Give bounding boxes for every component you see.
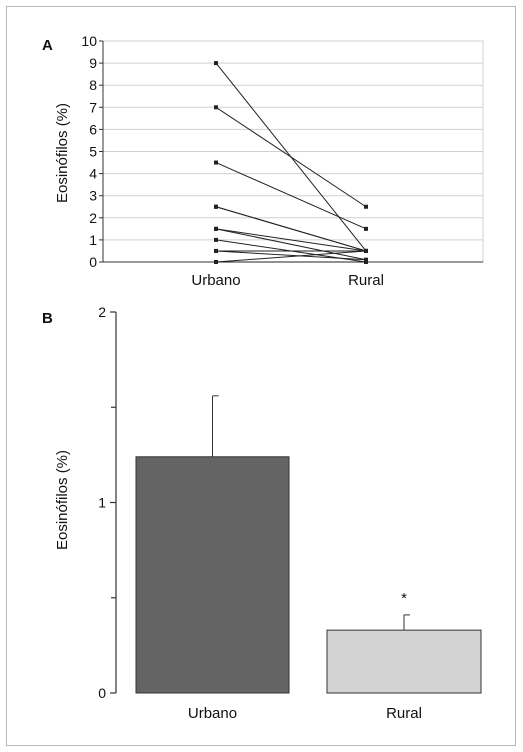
panel-a-rural-point xyxy=(364,260,368,264)
panel-a-y-tick-label: 1 xyxy=(89,232,97,248)
bar-rural xyxy=(326,629,482,694)
panel-a-label: A xyxy=(42,37,53,54)
panel-a-y-tick-label: 9 xyxy=(89,55,97,71)
panel-b-y-axis: 0 1 2 xyxy=(98,304,117,701)
panel-a-subject-line xyxy=(215,228,367,252)
panel-a-urbano-point xyxy=(214,204,218,209)
panel-b-significance-mark: * xyxy=(401,590,407,607)
panel-a-urbano-point xyxy=(214,160,218,165)
panel-a-gridlines xyxy=(102,40,484,263)
panel-a-urbano-point xyxy=(214,105,218,110)
panel-a-urbano-point xyxy=(214,226,218,231)
panel-a-y-axis-label: Eosinófilos (%) xyxy=(54,103,71,203)
panel-b-y-tick-label: 0 xyxy=(98,685,106,701)
panel-b-x-tick-label: Urbano xyxy=(188,705,237,722)
panel-b-error-bars xyxy=(212,395,410,631)
panel-b-label: B xyxy=(42,310,53,327)
panel-a-y-tick-label: 8 xyxy=(89,77,97,93)
panel-a-urbano-point xyxy=(214,248,218,253)
panel-a-subject-line xyxy=(215,206,367,252)
panel-a-urbano-point xyxy=(214,260,218,264)
panel-b-bars xyxy=(135,456,482,694)
panel-a-rural-point xyxy=(364,248,368,253)
panel-a-urbano-point xyxy=(214,237,218,242)
panel-a: A 0 1 2 3 4 5 6 7 8 9 10 Urbano Rural Eosinófilos (… xyxy=(42,33,484,289)
panel-a-y-tick-label: 5 xyxy=(89,144,97,160)
panel-a-rural-point xyxy=(364,204,368,209)
panel-a-subject-line xyxy=(215,250,367,261)
panel-b-y-axis-label: Eosinófilos (%) xyxy=(54,450,71,550)
panel-a-y-tick-label: 0 xyxy=(89,254,97,270)
panel-a-x-tick-labels: Urbano Rural xyxy=(191,272,384,289)
bar-urbano xyxy=(135,456,290,694)
panel-a-y-ticks: 0 1 2 3 4 5 6 7 8 9 10 xyxy=(81,33,483,270)
panel-b-x-tick-labels: Urbano Rural xyxy=(188,705,422,722)
panel-b-x-tick-label: Rural xyxy=(386,705,422,722)
panel-a-rural-point xyxy=(364,257,368,262)
panel-a-y-tick-label: 7 xyxy=(89,99,97,115)
panel-a-y-tick-label: 6 xyxy=(89,121,97,137)
panel-a-subject-line xyxy=(215,228,367,261)
panel-a-x-tick-label: Rural xyxy=(348,272,384,289)
panel-b: B 0 1 2 * Urbano Rural Eosinófilos (%) xyxy=(42,304,482,722)
panel-a-subject-line xyxy=(215,250,367,263)
panel-a-y-tick-label: 3 xyxy=(89,188,97,204)
panel-a-series-lines xyxy=(215,62,367,263)
panel-a-urbano-point xyxy=(214,61,218,66)
figure-frame xyxy=(6,6,516,746)
panel-a-subject-line xyxy=(215,106,367,208)
panel-b-y-tick-label: 2 xyxy=(98,304,106,320)
panel-b-y-tick-label: 1 xyxy=(98,495,106,511)
panel-a-subject-line xyxy=(215,162,367,230)
panel-a-points xyxy=(214,61,368,264)
panel-a-y-tick-label: 4 xyxy=(89,166,97,182)
panel-a-y-tick-label: 2 xyxy=(89,210,97,226)
panel-a-rural-point xyxy=(364,226,368,231)
panel-b-annotations: * xyxy=(401,590,407,607)
panel-a-x-tick-label: Urbano xyxy=(191,272,240,289)
panel-a-y-tick-label: 10 xyxy=(81,33,97,49)
